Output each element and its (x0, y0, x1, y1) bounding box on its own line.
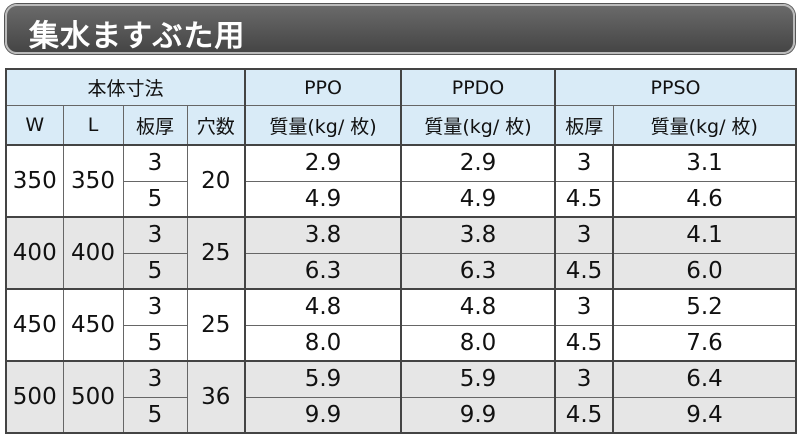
ppdo-weight: 4.9 (400, 180, 556, 218)
header-row: 本体寸法 PPO PPDO PPSO (5, 68, 797, 106)
group-header: PPDO (400, 68, 556, 106)
column-header: 質量(kg/ 枚) (400, 105, 556, 146)
data-row: 450 450 3 25 4.8 4.8 3 5.2 (5, 288, 797, 362)
ppdo-weight: 5.9 (400, 360, 556, 398)
holes-cell: 25 (186, 216, 246, 290)
ppo-weight: 3.8 (244, 216, 402, 254)
table-head: 本体寸法 PPO PPDO PPSO W L 板厚 穴数 質量(kg/ 枚) 質量(kg/ 枚) 板… (5, 68, 797, 146)
column-header: L (62, 105, 124, 146)
data-row: 500 500 3 36 5.9 5.9 3 6.4 (5, 360, 797, 434)
ppso-thickness: 4.5 (554, 324, 614, 362)
ppo-weight: 4.8 (244, 288, 402, 326)
data-row: 350 350 3 20 2.9 2.9 3 3.1 (5, 144, 797, 218)
thickness-cell: 3 (122, 360, 188, 398)
column-header: 質量(kg/ 枚) (612, 105, 797, 146)
w-cell: 350 (5, 144, 64, 218)
group-header: PPO (244, 68, 402, 106)
group-header: 本体寸法 (5, 68, 246, 106)
title: 集水ますぶた用 (29, 19, 246, 54)
ppso-thickness: 4.5 (554, 252, 614, 290)
column-header: W (5, 105, 64, 146)
group-header: PPSO (554, 68, 797, 106)
thickness-cell: 5 (122, 180, 188, 218)
ppso-thickness: 4.5 (554, 396, 614, 434)
thickness-cell: 5 (122, 252, 188, 290)
ppo-weight: 6.3 (244, 252, 402, 290)
thickness-cell: 3 (122, 144, 188, 182)
data-row: 400 400 3 25 3.8 3.8 3 4.1 (5, 216, 797, 290)
ppo-weight: 9.9 (244, 396, 402, 434)
l-cell: 450 (62, 288, 124, 362)
thickness-cell: 3 (122, 288, 188, 326)
ppdo-weight: 8.0 (400, 324, 556, 362)
ppdo-weight: 3.8 (400, 216, 556, 254)
holes-cell: 36 (186, 360, 246, 434)
ppo-weight: 5.9 (244, 360, 402, 398)
ppdo-weight: 9.9 (400, 396, 556, 434)
column-header: 板厚 (122, 105, 188, 146)
ppso-weight: 5.2 (612, 288, 797, 326)
ppso-thickness: 4.5 (554, 180, 614, 218)
data-row: 5 6.3 6.3 4.5 6.0 (6, 252, 797, 290)
thickness-cell: 5 (122, 396, 188, 434)
thickness-cell: 5 (122, 324, 188, 362)
w-cell: 450 (5, 288, 64, 362)
table-body: 350 350 3 20 2.9 2.9 3 3.1 5 4.9 4.9 4.5 4.6 400 400 3 2… (5, 144, 797, 434)
data-row: 5 9.9 9.9 4.5 9.4 (6, 396, 797, 434)
holes-cell: 20 (186, 144, 246, 218)
ppo-weight: 4.9 (244, 180, 402, 218)
l-cell: 350 (62, 144, 124, 218)
spec-table: 本体寸法 PPO PPDO PPSO W L 板厚 穴数 質量(kg/ 枚) 質量(kg/ 枚) 板… (5, 68, 798, 434)
ppdo-weight: 4.8 (400, 288, 556, 326)
data-row: 5 4.9 4.9 4.5 4.6 (6, 180, 797, 218)
l-cell: 500 (62, 360, 124, 434)
ppso-weight: 6.0 (612, 252, 797, 290)
title-banner: 集水ますぶた用 (5, 4, 795, 54)
ppdo-weight: 6.3 (400, 252, 556, 290)
ppso-weight: 6.4 (612, 360, 797, 398)
ppo-weight: 2.9 (244, 144, 402, 182)
data-row: 5 8.0 8.0 4.5 7.6 (6, 324, 797, 362)
ppdo-weight: 2.9 (400, 144, 556, 182)
ppso-thickness: 3 (554, 360, 614, 398)
ppso-weight: 4.1 (612, 216, 797, 254)
w-cell: 400 (5, 216, 64, 290)
column-header: 質量(kg/ 枚) (244, 105, 402, 146)
ppso-weight: 4.6 (612, 180, 797, 218)
ppso-thickness: 3 (554, 288, 614, 326)
holes-cell: 25 (186, 288, 246, 362)
w-cell: 500 (5, 360, 64, 434)
column-header: 板厚 (554, 105, 614, 146)
l-cell: 400 (62, 216, 124, 290)
header-row: W L 板厚 穴数 質量(kg/ 枚) 質量(kg/ 枚) 板厚 質量(kg/ 枚) (5, 105, 797, 146)
ppso-weight: 3.1 (612, 144, 797, 182)
ppso-thickness: 3 (554, 144, 614, 182)
ppso-weight: 7.6 (612, 324, 797, 362)
thickness-cell: 3 (122, 216, 188, 254)
ppso-weight: 9.4 (612, 396, 797, 434)
ppso-thickness: 3 (554, 216, 614, 254)
column-header: 穴数 (186, 105, 246, 146)
ppo-weight: 8.0 (244, 324, 402, 362)
